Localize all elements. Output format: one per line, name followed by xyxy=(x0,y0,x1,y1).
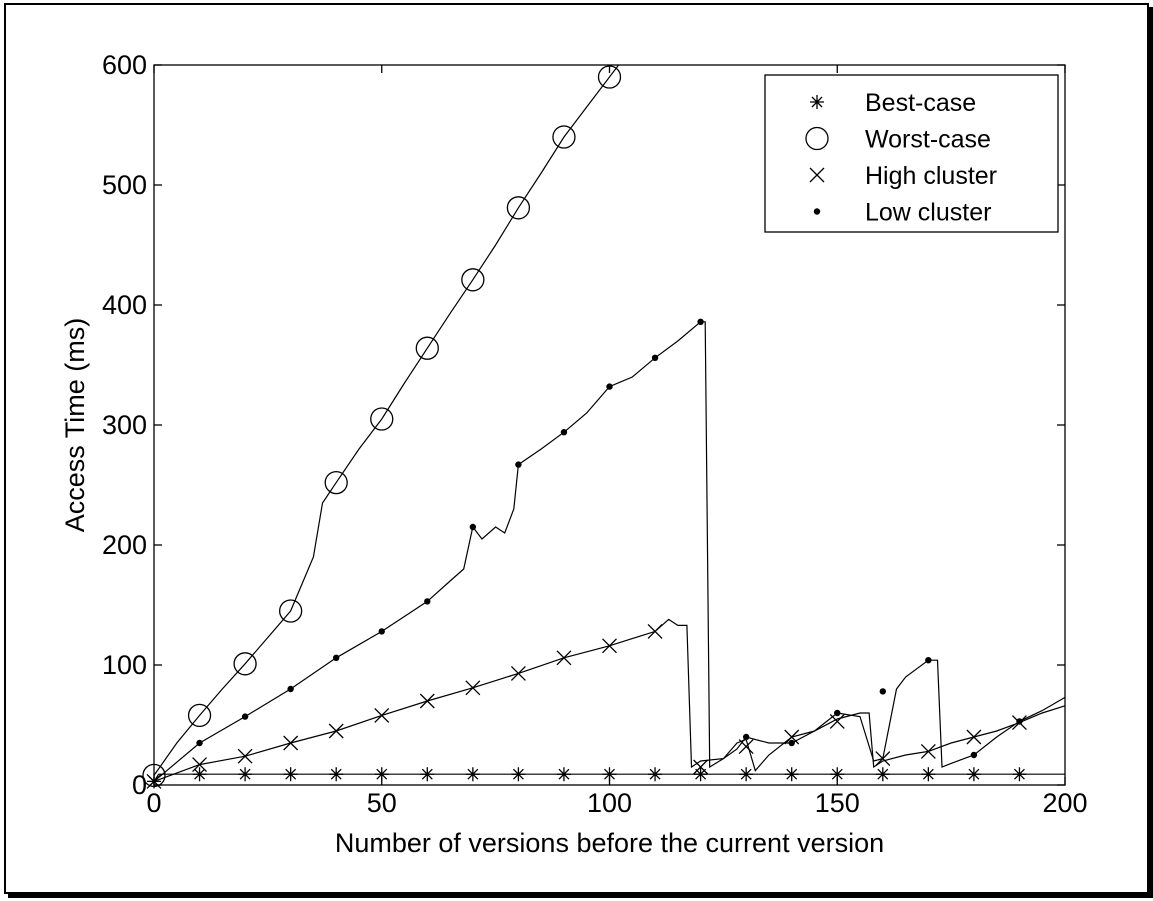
dot-marker xyxy=(813,208,821,215)
x-marker xyxy=(146,773,162,789)
circle-marker xyxy=(324,470,348,495)
x-marker xyxy=(465,680,481,696)
dot-marker xyxy=(697,318,704,325)
dot-marker xyxy=(1016,718,1023,725)
dot-marker xyxy=(515,461,522,468)
asterisk-marker xyxy=(556,767,571,782)
dot-marker xyxy=(925,657,932,664)
x-marker xyxy=(419,693,435,709)
x-marker xyxy=(647,623,663,639)
asterisk-marker xyxy=(238,767,253,782)
x-marker xyxy=(602,638,617,654)
asterisk-marker xyxy=(784,767,799,782)
circle-marker xyxy=(415,336,439,360)
x-marker xyxy=(693,759,709,775)
circle-marker xyxy=(233,652,257,676)
y-tick-label: 200 xyxy=(102,530,147,560)
dot-marker xyxy=(879,688,886,695)
asterisk-marker xyxy=(693,767,708,782)
y-tick-label: 500 xyxy=(102,170,147,200)
x-axis-label: Number of versions before the current ve… xyxy=(335,828,884,858)
dot-marker xyxy=(742,733,750,741)
circle-marker xyxy=(506,196,531,220)
x-tick-label: 50 xyxy=(367,788,397,818)
dot-marker xyxy=(196,739,203,747)
legend-box xyxy=(764,74,1059,233)
series-line xyxy=(153,618,1066,782)
series-line xyxy=(153,321,1066,782)
asterisk-marker xyxy=(810,95,824,109)
asterisk-marker xyxy=(465,767,480,782)
asterisk-marker xyxy=(921,767,936,782)
x-marker xyxy=(829,713,845,729)
circle-marker xyxy=(142,763,166,788)
x-marker xyxy=(237,748,253,764)
circle-marker xyxy=(187,703,212,728)
asterisk-marker xyxy=(875,767,890,782)
circle-marker xyxy=(461,268,485,292)
dot-marker xyxy=(287,685,294,693)
dot-marker xyxy=(651,354,659,361)
asterisk-marker xyxy=(739,767,754,782)
legend-label: Best-case xyxy=(865,89,976,117)
x-tick-label: 100 xyxy=(587,788,632,818)
dot-marker xyxy=(241,713,249,720)
y-tick-label: 0 xyxy=(132,770,147,800)
legend-label: Low cluster xyxy=(865,199,991,227)
x-marker xyxy=(283,735,299,751)
asterisk-marker xyxy=(420,767,435,782)
asterisk-marker xyxy=(511,767,526,782)
asterisk-marker xyxy=(329,767,344,782)
dot-marker xyxy=(788,739,795,747)
legend: Best-case Worst-case High cluster Low clust… xyxy=(764,74,1059,233)
asterisk-marker xyxy=(602,767,617,782)
asterisk-marker xyxy=(1012,767,1027,782)
circle-marker xyxy=(805,126,829,151)
dot-marker xyxy=(378,628,385,635)
x-tick-label: 200 xyxy=(1042,788,1087,818)
x-marker xyxy=(328,723,344,739)
y-tick-label: 100 xyxy=(102,650,147,680)
asterisk-marker xyxy=(648,767,663,782)
x-tick-label: 0 xyxy=(146,788,161,818)
dot-marker xyxy=(560,429,568,436)
x-marker xyxy=(192,757,208,773)
x-marker xyxy=(875,751,891,767)
asterisk-marker xyxy=(830,767,845,782)
dot-marker xyxy=(970,751,978,759)
circle-marker xyxy=(370,407,394,431)
y-tick-label: 600 xyxy=(102,50,147,80)
x-marker xyxy=(556,650,572,666)
y-tick-label: 400 xyxy=(102,290,147,320)
y-axis-label: Access Time (ms) xyxy=(60,318,90,533)
dot-marker xyxy=(469,523,477,531)
dot-marker xyxy=(333,654,340,661)
x-marker xyxy=(510,665,526,681)
circle-marker xyxy=(278,599,303,623)
asterisk-marker xyxy=(966,767,981,782)
x-marker xyxy=(784,729,800,745)
dot-marker xyxy=(834,709,841,717)
series-markers xyxy=(142,65,1027,789)
legend-label: High cluster xyxy=(865,162,997,190)
circle-marker xyxy=(552,125,576,149)
x-marker xyxy=(966,729,982,745)
x-tick-label: 150 xyxy=(815,788,860,818)
dot-marker xyxy=(424,598,431,605)
legend-label: Worst-case xyxy=(865,126,991,154)
ticks: 0 50 100 150 200 0 100 200 300 400 500 600 xyxy=(102,50,1088,818)
asterisk-marker xyxy=(283,767,298,782)
asterisk-marker xyxy=(374,767,389,782)
asterisk-marker xyxy=(192,767,207,782)
circle-marker xyxy=(597,65,622,89)
dot-marker xyxy=(606,383,613,390)
x-marker xyxy=(920,743,936,759)
x-marker xyxy=(809,167,825,183)
series-line xyxy=(153,64,620,776)
x-marker xyxy=(738,739,754,755)
y-tick-label: 300 xyxy=(102,410,147,440)
x-marker xyxy=(374,707,390,723)
